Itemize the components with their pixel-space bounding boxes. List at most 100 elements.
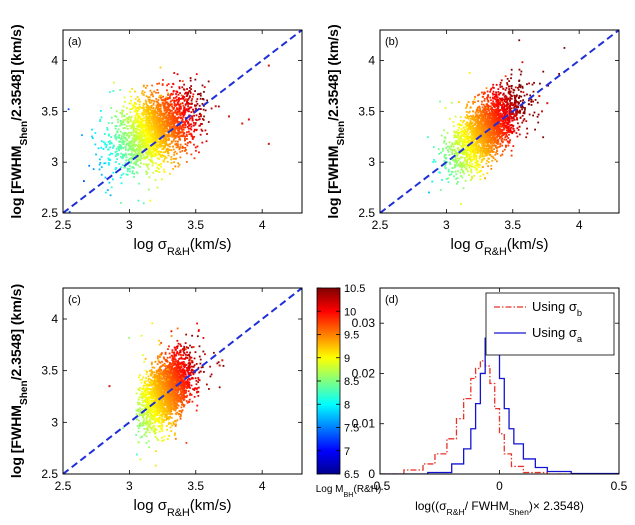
scatter-point	[456, 161, 458, 164]
scatter-point	[145, 170, 147, 173]
scatter-point	[504, 144, 507, 147]
scatter-point	[448, 141, 451, 144]
scatter-point	[119, 138, 122, 141]
scatter-point	[163, 160, 165, 163]
scatter-points	[108, 322, 225, 467]
scatter-point	[467, 139, 470, 142]
scatter-point	[471, 146, 474, 149]
scatter-point	[156, 157, 159, 160]
scatter-point	[469, 126, 472, 129]
scatter-point	[451, 149, 454, 151]
scatter-point	[162, 154, 165, 157]
scatter-point	[461, 156, 464, 159]
scatter-point	[460, 145, 463, 147]
scatter-point	[183, 348, 186, 351]
scatter-point	[483, 144, 485, 147]
scatter-point	[154, 155, 157, 157]
scatter-point	[156, 89, 159, 91]
scatter-point	[181, 128, 183, 131]
scatter-point	[140, 136, 143, 139]
scatter-point	[496, 110, 499, 113]
scatter-point	[179, 124, 181, 126]
scatter-point	[176, 152, 178, 155]
scatter-point	[147, 105, 150, 107]
scatter-point	[155, 131, 158, 134]
scatter-point	[473, 134, 476, 137]
scatter-point	[157, 140, 160, 143]
scatter-point	[125, 144, 128, 146]
scatter-point	[143, 117, 145, 120]
scatter-point	[529, 94, 532, 97]
scatter-point	[496, 136, 498, 139]
scatter-point	[484, 116, 487, 119]
scatter-point	[107, 162, 110, 164]
scatter-point	[172, 168, 174, 170]
scatter-point	[197, 93, 199, 96]
scatter-point	[442, 147, 444, 150]
scatter-point	[138, 103, 141, 106]
scatter-point	[195, 129, 198, 132]
scatter-point	[138, 122, 141, 125]
scatter-point	[480, 161, 483, 164]
scatter-point	[486, 145, 489, 147]
scatter-point	[457, 134, 459, 137]
scatter-point	[456, 177, 459, 179]
scatter-point	[174, 115, 176, 118]
scatter-point	[129, 141, 132, 144]
scatter-point	[507, 123, 510, 126]
scatter-point	[479, 120, 482, 122]
scatter-point	[166, 130, 169, 133]
scatter-point	[182, 121, 185, 123]
scatter-point	[504, 89, 507, 91]
scatter-point	[144, 113, 147, 116]
scatter-point	[100, 146, 103, 149]
scatter-point	[468, 149, 471, 152]
scatter-point	[157, 152, 160, 155]
scatter-point	[140, 122, 142, 124]
scatter-point	[175, 112, 178, 115]
scatter-point	[98, 168, 101, 171]
scatter-point	[177, 93, 180, 96]
scatter-point	[141, 135, 144, 138]
scatter-point	[485, 118, 488, 121]
scatter-point	[483, 134, 486, 136]
scatter-point	[463, 133, 466, 136]
scatter-point	[485, 151, 488, 154]
scatter-point	[489, 123, 492, 125]
scatter-point	[470, 152, 472, 155]
scatter-point	[490, 87, 493, 90]
scatter-point	[485, 125, 488, 128]
scatter-point	[188, 124, 191, 126]
scatter-point	[127, 122, 129, 124]
scatter-point	[182, 104, 185, 107]
scatter-point	[510, 103, 512, 106]
scatter-point	[521, 108, 523, 111]
scatter-point	[487, 94, 489, 97]
scatter-point	[475, 110, 478, 113]
scatter-point	[490, 130, 493, 133]
scatter-point	[167, 132, 170, 135]
scatter-point	[114, 127, 117, 130]
scatter-point	[165, 96, 168, 99]
scatter-point	[156, 115, 159, 118]
scatter-point	[150, 93, 153, 96]
scatter-point	[489, 105, 492, 108]
scatter-point	[504, 120, 507, 122]
scatter-point	[494, 153, 497, 156]
y-tick-label: 3	[51, 155, 58, 169]
scatter-point	[470, 165, 473, 168]
scatter-point	[488, 137, 491, 140]
scatter-point	[471, 136, 474, 139]
scatter-point	[474, 133, 477, 136]
scatter-point	[147, 138, 150, 141]
scatter-point	[189, 127, 192, 130]
scatter-point	[479, 175, 482, 178]
scatter-point	[203, 115, 205, 118]
scatter-point	[136, 147, 139, 150]
scatter-point	[132, 147, 134, 149]
scatter-point	[146, 84, 149, 87]
scatter-point	[134, 98, 137, 100]
scatter-point	[109, 146, 111, 149]
scatter-point	[493, 116, 496, 119]
scatter-point	[121, 109, 124, 112]
